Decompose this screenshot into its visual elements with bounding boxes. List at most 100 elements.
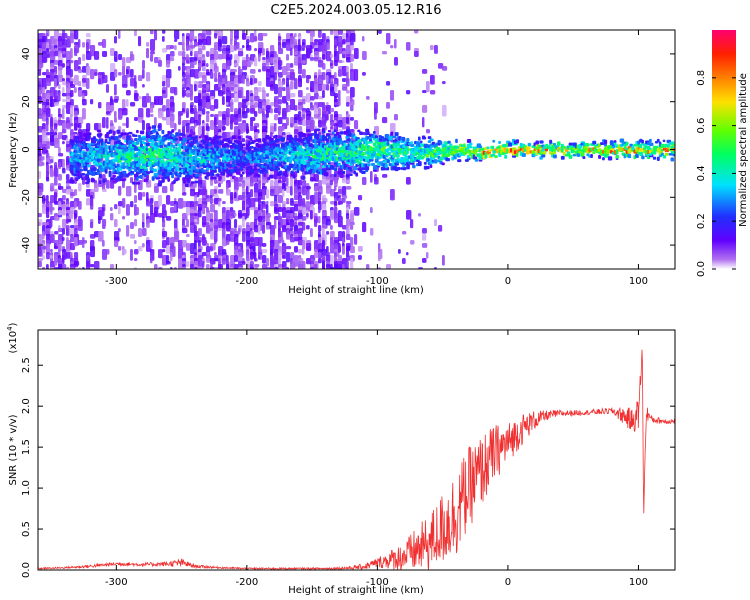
heatmap-cell	[560, 148, 564, 153]
heatmap-cell	[151, 135, 156, 138]
heatmap-cell	[354, 48, 359, 60]
heatmap-cell	[177, 177, 180, 181]
heatmap-cell	[190, 183, 194, 187]
heatmap-cell	[126, 135, 131, 139]
heatmap-cell	[181, 141, 185, 145]
heatmap-cell	[318, 138, 323, 142]
heatmap-cell	[230, 39, 233, 46]
heatmap-cell	[455, 138, 458, 144]
heatmap-cell	[242, 111, 248, 119]
heatmap-cell	[382, 51, 387, 55]
heatmap-cell	[302, 99, 306, 105]
heatmap-cell	[134, 160, 138, 165]
heatmap-cell	[350, 213, 354, 224]
heatmap-cell	[338, 60, 343, 64]
heatmap-cell	[286, 105, 291, 113]
heatmap-cell	[38, 171, 42, 179]
heatmap-cell	[166, 60, 171, 68]
heatmap-cell	[390, 123, 396, 133]
heatmap-cell	[290, 81, 294, 90]
heatmap-cell	[457, 159, 462, 163]
heatmap-cell	[230, 87, 235, 91]
heatmap-cell	[142, 228, 147, 237]
heatmap-cell	[74, 252, 79, 260]
heatmap-cell	[206, 102, 212, 110]
heatmap-cell	[318, 252, 322, 259]
heatmap-cell	[331, 131, 335, 135]
heatmap-cell	[158, 111, 164, 119]
heatmap-cell	[50, 216, 56, 220]
heatmap-cell	[342, 66, 348, 77]
heatmap-cell	[194, 136, 198, 139]
heatmap-cell	[239, 174, 243, 177]
heatmap-cell	[194, 261, 199, 269]
heatmap-cell	[70, 84, 76, 89]
heatmap-cell	[434, 45, 438, 54]
heatmap-cell	[298, 249, 303, 254]
heatmap-cell	[274, 123, 277, 132]
heatmap-cell	[298, 90, 303, 98]
heatmap-cell	[186, 75, 191, 87]
heatmap-cell	[318, 120, 322, 128]
heatmap-cell	[342, 39, 346, 45]
heatmap-cell	[306, 186, 311, 190]
heatmap-cell	[198, 258, 201, 263]
heatmap-cell	[118, 201, 123, 207]
heatmap-cell	[250, 198, 256, 209]
heatmap-cell	[177, 146, 182, 152]
heatmap-cell	[122, 108, 128, 116]
heatmap-cell	[58, 84, 61, 90]
heatmap-cell	[194, 96, 200, 104]
heatmap-cell	[346, 78, 350, 87]
heatmap-cell	[422, 105, 428, 113]
heatmap-cell	[504, 154, 508, 159]
heatmap-cell	[162, 36, 165, 42]
heatmap-cell	[228, 140, 232, 143]
heatmap-cell	[206, 132, 209, 136]
heatmap-cell	[486, 146, 490, 150]
heatmap-cell	[46, 264, 49, 269]
heatmap-cell	[234, 219, 238, 229]
heatmap-cell	[333, 173, 337, 178]
heatmap-cell	[302, 114, 306, 120]
heatmap-cell	[275, 134, 278, 139]
heatmap-cell	[306, 189, 310, 200]
heatmap-cell	[254, 102, 259, 108]
heatmap-cell	[234, 255, 239, 262]
heatmap-cell	[466, 155, 470, 159]
heatmap-cell	[258, 54, 261, 62]
heatmap-cell	[380, 166, 386, 171]
heatmap-cell	[270, 102, 276, 107]
heatmap-cell	[229, 169, 235, 173]
heatmap-cell	[318, 225, 322, 232]
heatmap-cell	[451, 152, 454, 157]
heatmap-cell	[553, 143, 556, 146]
heatmap-cell	[310, 87, 313, 91]
heatmap-cell	[410, 143, 415, 147]
heatmap-cell	[58, 225, 61, 229]
heatmap-cell	[421, 135, 426, 138]
heatmap-cell	[46, 54, 51, 58]
heatmap-cell	[186, 261, 190, 267]
heatmap-cell	[126, 69, 129, 75]
heatmap-cell	[426, 252, 429, 259]
heatmap-cell	[182, 192, 187, 196]
heatmap-cell	[234, 120, 239, 124]
heatmap-cell	[365, 166, 370, 171]
heatmap-cell	[102, 189, 107, 193]
heatmap-cell	[78, 267, 82, 269]
heatmap-cell	[46, 108, 51, 118]
heatmap-cell	[157, 128, 161, 132]
heatmap-cell	[218, 249, 222, 256]
heatmap-cell	[171, 174, 175, 179]
heatmap-cell	[262, 48, 265, 56]
heatmap-cell	[250, 36, 254, 43]
heatmap-cell	[90, 177, 94, 182]
heatmap-cell	[175, 137, 179, 141]
heatmap-cell	[266, 93, 269, 97]
heatmap-cell	[106, 249, 110, 255]
heatmap-cell	[210, 222, 215, 229]
heatmap-cell	[190, 181, 195, 184]
heatmap-cell	[134, 195, 138, 204]
heatmap-cell	[142, 120, 145, 131]
